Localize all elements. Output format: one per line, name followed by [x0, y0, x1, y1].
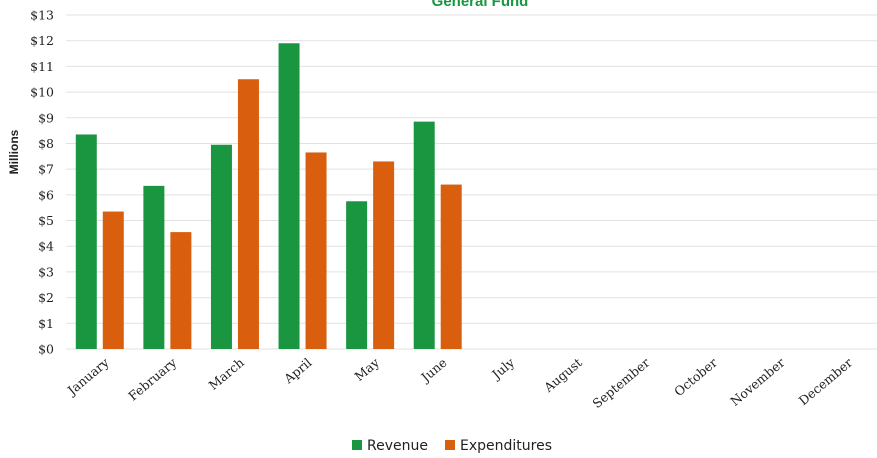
bar-revenue-february: [143, 185, 165, 349]
bar-revenue-january: [75, 134, 97, 349]
x-tick-labels: January February March April May June July Augu…: [63, 354, 855, 411]
y-tick-labels: $0 $1 $2 $3 $4 $5 $6 $7 $8 $9 $10 $11 $12 $13: [30, 8, 54, 357]
y-tick-label: $0: [38, 342, 54, 357]
bar-revenue-june: [413, 121, 435, 349]
y-tick-label: $1: [38, 316, 54, 331]
y-tick-label: $7: [38, 162, 54, 177]
x-tick-label: February: [125, 354, 180, 403]
bar-expenditures-february: [170, 232, 192, 349]
legend: Revenue Expenditures: [352, 438, 552, 454]
x-tick-label: October: [671, 355, 720, 399]
bar-expenditures-april: [305, 152, 327, 349]
y-tick-label: $10: [30, 85, 54, 100]
y-tick-label: $12: [30, 33, 54, 48]
y-tick-label: $13: [30, 8, 54, 23]
x-tick-label: July: [488, 354, 518, 383]
x-tick-label: August: [540, 355, 585, 396]
bar-expenditures-march: [237, 79, 259, 349]
y-tick-label: $6: [38, 187, 54, 202]
y-tick-label: $8: [38, 136, 54, 151]
bar-expenditures-june: [440, 184, 462, 349]
bar-revenue-may: [346, 201, 368, 349]
y-tick-label: $2: [38, 290, 54, 305]
y-tick-label: $3: [38, 264, 54, 279]
gridlines: [66, 14, 877, 350]
x-tick-label: May: [351, 354, 382, 384]
y-tick-label: $4: [38, 239, 54, 254]
x-tick-label: January: [63, 354, 112, 399]
x-tick-label: June: [417, 355, 450, 386]
chart-title: General Fund: [432, 0, 529, 10]
bar-revenue-march: [210, 144, 232, 349]
y-tick-label: $11: [30, 59, 54, 74]
legend-swatch-revenue: [352, 440, 362, 450]
y-tick-label: $5: [38, 213, 54, 228]
bar-revenue-april: [278, 43, 300, 350]
x-tick-label: March: [206, 355, 247, 393]
bar-expenditures-january: [102, 211, 124, 349]
legend-swatch-expenditures: [445, 440, 455, 450]
bar-expenditures-may: [373, 161, 395, 349]
x-tick-label: November: [727, 355, 787, 409]
y-axis-label: Millions: [7, 129, 21, 174]
x-tick-label: December: [796, 355, 855, 408]
x-tick-label: September: [589, 355, 652, 411]
y-tick-label: $9: [38, 110, 54, 125]
legend-label-expenditures: Expenditures: [460, 438, 552, 454]
x-tick-label: April: [280, 355, 314, 387]
legend-label-revenue: Revenue: [367, 438, 428, 454]
bars: [75, 43, 462, 350]
